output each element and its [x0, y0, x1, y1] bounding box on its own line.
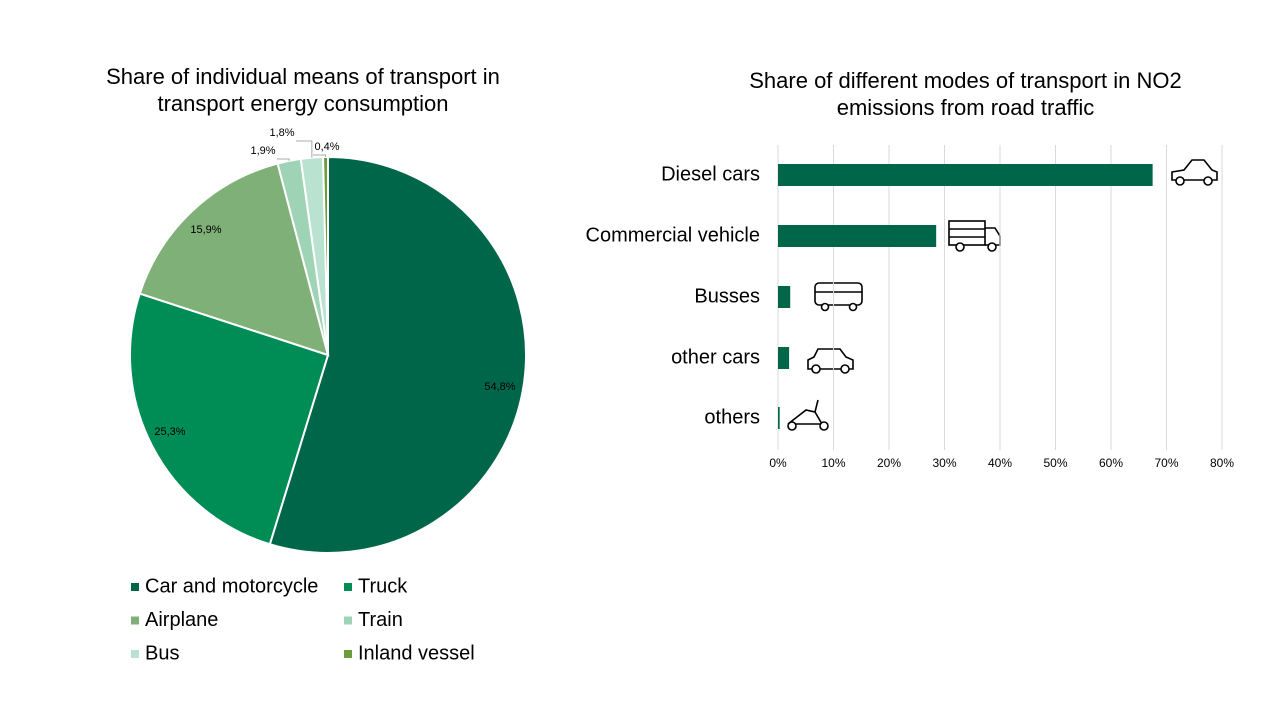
pie-slice	[129, 292, 330, 546]
x-tick-label: 40%	[988, 456, 1012, 470]
legend-swatch	[344, 616, 352, 625]
legend-label: Airplane	[145, 609, 218, 631]
x-tick-label: 50%	[1043, 456, 1067, 470]
legend-swatch	[131, 616, 139, 625]
y-tick-label: Commercial vehicle	[586, 224, 761, 246]
pie-slice	[268, 155, 527, 554]
legend-label: Bus	[145, 642, 179, 664]
y-tick-label: other cars	[671, 346, 760, 368]
bar	[778, 347, 790, 369]
leader-line	[313, 154, 327, 158]
legend-swatch	[131, 583, 139, 591]
bar	[778, 164, 1153, 186]
x-tick-label: 10%	[821, 456, 845, 470]
leader-line	[296, 140, 313, 158]
value-label: 54,8%	[484, 381, 515, 393]
bar	[778, 286, 791, 308]
value-label: 15,9%	[190, 224, 221, 236]
legend-label: Car and motorcycle	[145, 575, 318, 597]
legend-swatch	[344, 650, 352, 658]
bar	[778, 225, 937, 247]
pie-slice	[138, 162, 330, 357]
x-tick-label: 30%	[932, 456, 956, 470]
value-label: 25,3%	[154, 426, 185, 438]
legend-label: Inland vessel	[358, 642, 475, 664]
x-tick-label: 70%	[1154, 456, 1178, 470]
bar	[778, 407, 780, 429]
bar-title: Share of different modes of transport in…	[749, 68, 1182, 120]
y-tick-label: Busses	[694, 285, 760, 307]
x-tick-label: 80%	[1210, 456, 1234, 470]
x-tick-label: 20%	[877, 456, 901, 470]
legend-swatch	[344, 583, 352, 591]
pie-title: Share of individual means of transport i…	[106, 64, 500, 116]
value-label: 1,8%	[269, 127, 294, 139]
x-tick-label: 60%	[1099, 456, 1123, 470]
y-tick-label: others	[704, 406, 760, 428]
legend-label: Truck	[358, 575, 408, 597]
leader-line	[277, 158, 290, 161]
x-tick-label: 0%	[769, 456, 787, 470]
legend-label: Train	[358, 609, 403, 631]
vehicle-icons	[787, 159, 1218, 431]
value-label: 1,9%	[250, 145, 275, 157]
legend-swatch	[131, 650, 139, 658]
value-label: 0,4%	[314, 141, 339, 153]
y-tick-label: Diesel cars	[661, 163, 760, 185]
